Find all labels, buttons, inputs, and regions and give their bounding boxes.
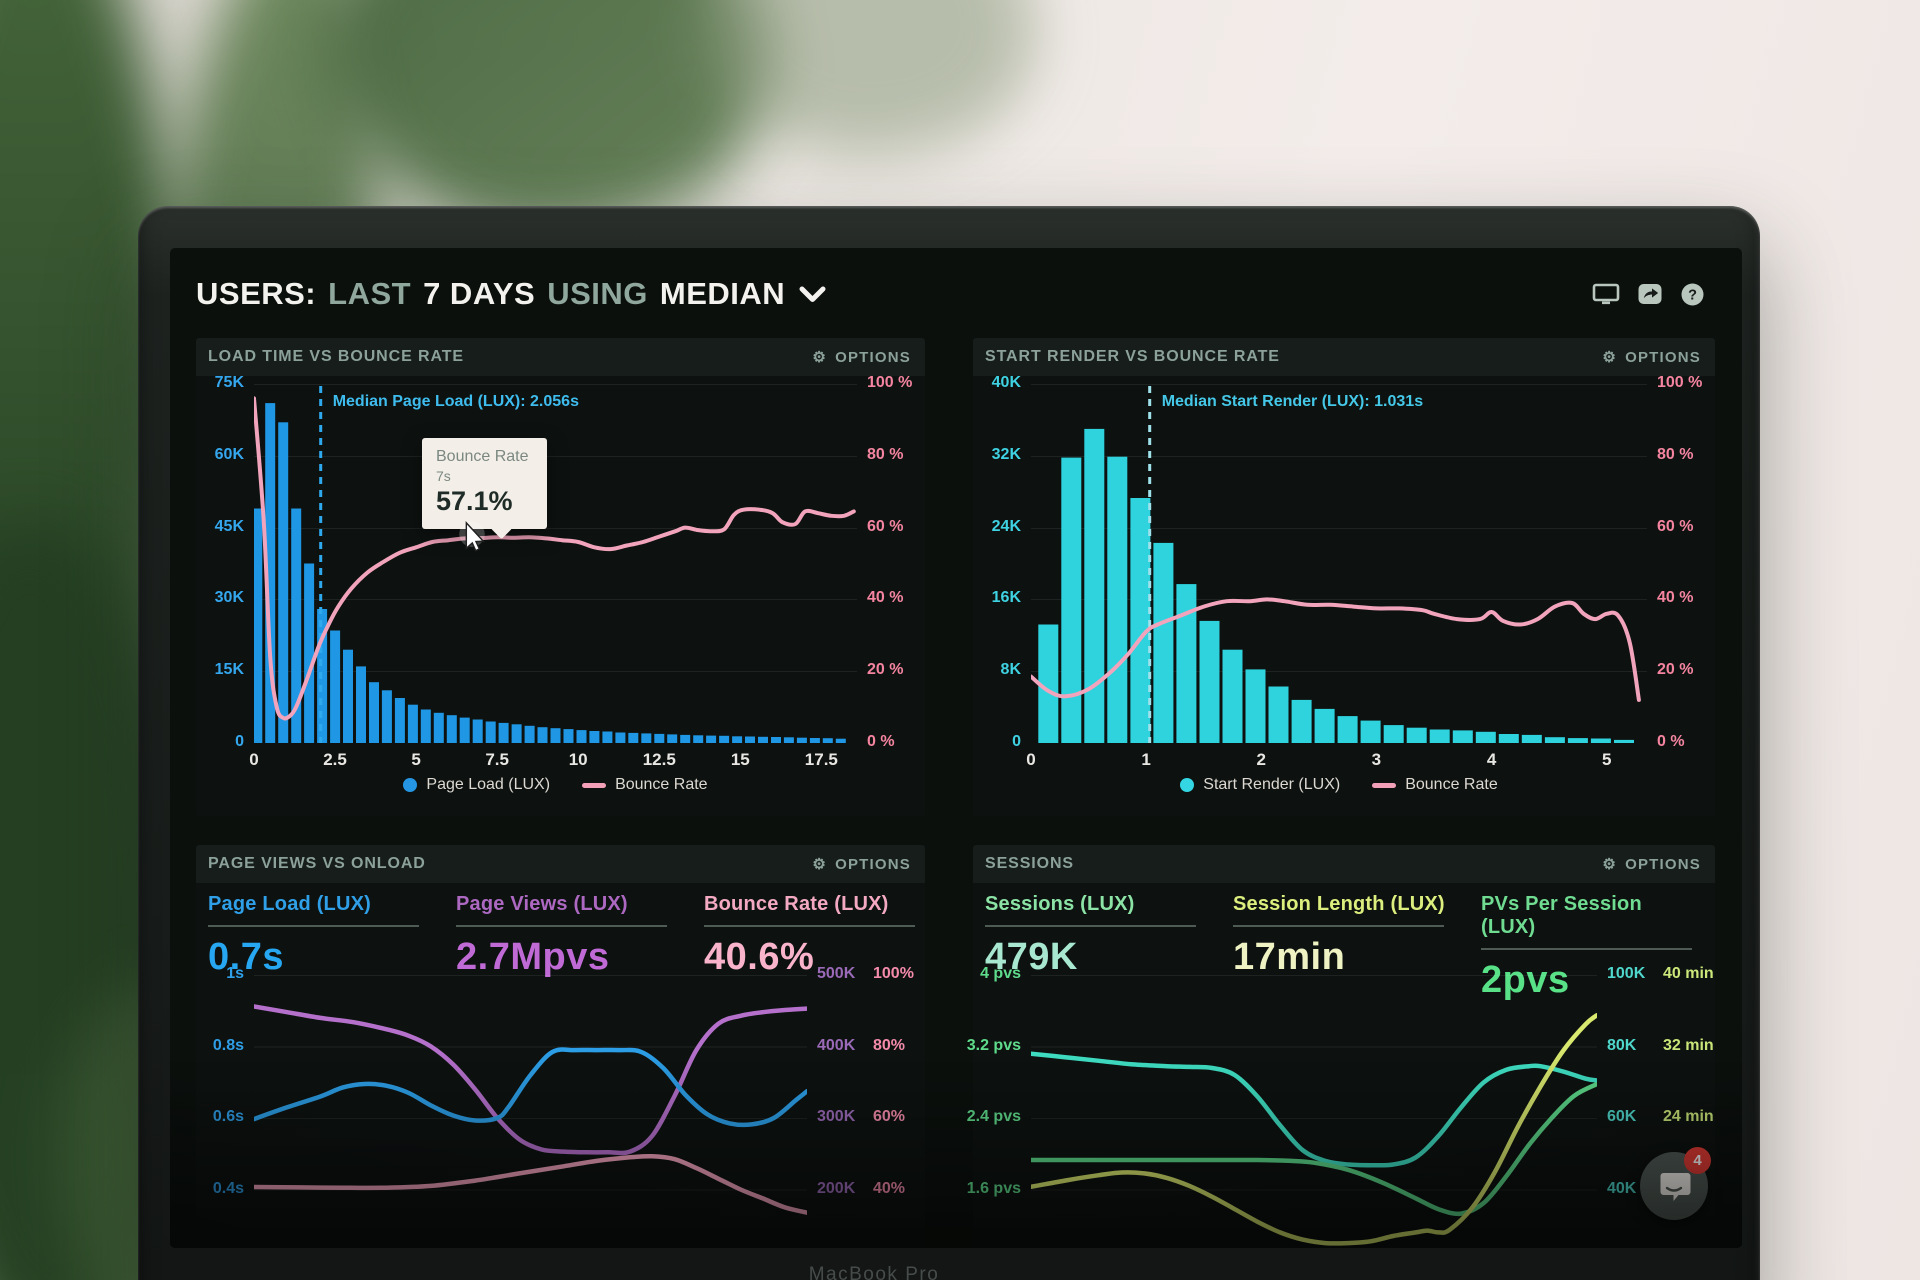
bounce-rate-tooltip: Bounce Rate 7s 57.1% (422, 438, 547, 540)
speech-bubble-icon (1660, 1173, 1691, 1201)
panel-start-render-vs-bounce-rate: START RENDER VS BOUNCE RATE ⚙ OPTIONS 40K… (973, 338, 1715, 816)
share-icon[interactable] (1637, 282, 1663, 306)
metric: Sessions (LUX) 479K (985, 893, 1205, 978)
options-button[interactable]: ⚙ OPTIONS (812, 855, 911, 873)
panel-page-views-vs-onload: PAGE VIEWS VS ONLOAD ⚙ OPTIONS Page Load … (196, 845, 925, 1248)
svg-text:Median Start Render (LUX): 1.0: Median Start Render (LUX): 1.031s (1162, 393, 1424, 410)
display-icon[interactable] (1592, 282, 1620, 306)
right-axis: 100K 40 min 80K 32 min 60K 24 min 40K (1607, 965, 1714, 1197)
options-button[interactable]: ⚙ OPTIONS (812, 348, 911, 366)
left-axis: 75K 60K 45K 30K 15K 0 (214, 374, 244, 750)
laptop-bezel: USERS: LAST 7 DAYS USING MEDIAN (138, 206, 1760, 1280)
gear-icon: ⚙ (1602, 348, 1618, 366)
left-axis: 1s 0.8s 0.6s 0.4s (212, 965, 244, 1197)
svg-text:?: ? (1688, 287, 1697, 303)
laptop-brand: MacBook Pro (808, 1264, 940, 1280)
panel-title: LOAD TIME VS BOUNCE RATE (208, 348, 464, 365)
sessions-plot[interactable] (1028, 975, 1600, 1248)
x-axis: 0 2.5 5 7.5 10 12.5 15 17.5 (249, 750, 838, 769)
title-part: USING (547, 276, 648, 311)
panel-header: SESSIONS ⚙ OPTIONS (973, 845, 1715, 883)
metric: Session Length (LUX) 17min (1233, 893, 1445, 978)
options-button[interactable]: ⚙ OPTIONS (1602, 348, 1701, 366)
right-axis: 100 % 80 % 60 % 40 % 20 % 0 % (1657, 374, 1703, 750)
panel-load-time-vs-bounce-rate: LOAD TIME VS BOUNCE RATE ⚙ OPTIONS 75K 60K… (196, 338, 925, 816)
title-part: 7 DAYS (423, 276, 536, 311)
metric: Page Views (LUX) 2.7Mpvs (456, 893, 676, 978)
left-axis: 40K 32K 24K 16K 8K 0 (991, 374, 1021, 750)
dashboard-header: USERS: LAST 7 DAYS USING MEDIAN (196, 268, 1705, 320)
gear-icon: ⚙ (1602, 855, 1618, 873)
chat-bubble[interactable]: 4 (1640, 1147, 1711, 1220)
metric: Page Load (LUX) 0.7s (208, 893, 428, 978)
metrics-row: Page Load (LUX) 0.7s Page Views (LUX) 2.7Mp… (196, 883, 925, 978)
users-filter-dropdown[interactable]: USERS: LAST 7 DAYS USING MEDIAN (196, 276, 826, 312)
legend: Page Load (LUX) Bounce Rate (254, 776, 857, 794)
gear-icon: ⚙ (812, 855, 828, 873)
right-axis: 500K 100% 400K 80% 300K 60% 200K 40% (817, 965, 914, 1197)
title-part: LAST (328, 276, 412, 311)
start-render-plot[interactable]: Median Start Render (LUX): 1.031s (1029, 384, 1647, 744)
panel-title: SESSIONS (985, 855, 1075, 872)
panel-header: LOAD TIME VS BOUNCE RATE ⚙ OPTIONS (196, 338, 925, 376)
legend: Start Render (LUX) Bounce Rate (1031, 776, 1647, 794)
page-views-plot[interactable] (251, 975, 810, 1248)
dashboard-screen: USERS: LAST 7 DAYS USING MEDIAN (170, 248, 1742, 1248)
left-axis: 4 pvs 3.2 pvs 2.4 pvs 1.6 pvs (966, 965, 1021, 1197)
mouse-cursor (459, 521, 485, 552)
help-icon[interactable]: ? (1680, 282, 1705, 307)
right-axis: 100 % 80 % 60 % 40 % 20 % 0 % (867, 374, 913, 750)
load-time-plot[interactable]: Median Page Load (LUX): 2.056s Bounce Rat… (252, 384, 857, 744)
panel-header: PAGE VIEWS VS ONLOAD ⚙ OPTIONS (196, 845, 925, 883)
title-part: MEDIAN (659, 276, 786, 311)
gear-icon: ⚙ (812, 348, 828, 366)
chevron-down-icon (799, 286, 826, 302)
panel-title: PAGE VIEWS VS ONLOAD (208, 855, 426, 872)
header-icons: ? (1592, 282, 1705, 307)
metrics-row: Sessions (LUX) 479K Session Length (LUX) 17… (973, 883, 1715, 1001)
panel-sessions: SESSIONS ⚙ OPTIONS Sessions (LUX) 479K Sess… (966, 845, 1715, 1248)
chat-unread-badge: 4 (1684, 1147, 1711, 1174)
metric: Bounce Rate (LUX) 40.6% (704, 893, 924, 978)
metric: PVs Per Session (LUX) 2pvs (1481, 893, 1701, 1001)
panel-header: START RENDER VS BOUNCE RATE ⚙ OPTIONS (973, 338, 1715, 376)
options-button[interactable]: ⚙ OPTIONS (1602, 855, 1701, 873)
svg-text:Median Page Load (LUX): 2.056s: Median Page Load (LUX): 2.056s (333, 393, 579, 410)
panel-title: START RENDER VS BOUNCE RATE (985, 348, 1280, 365)
title-part: USERS: (196, 276, 317, 311)
